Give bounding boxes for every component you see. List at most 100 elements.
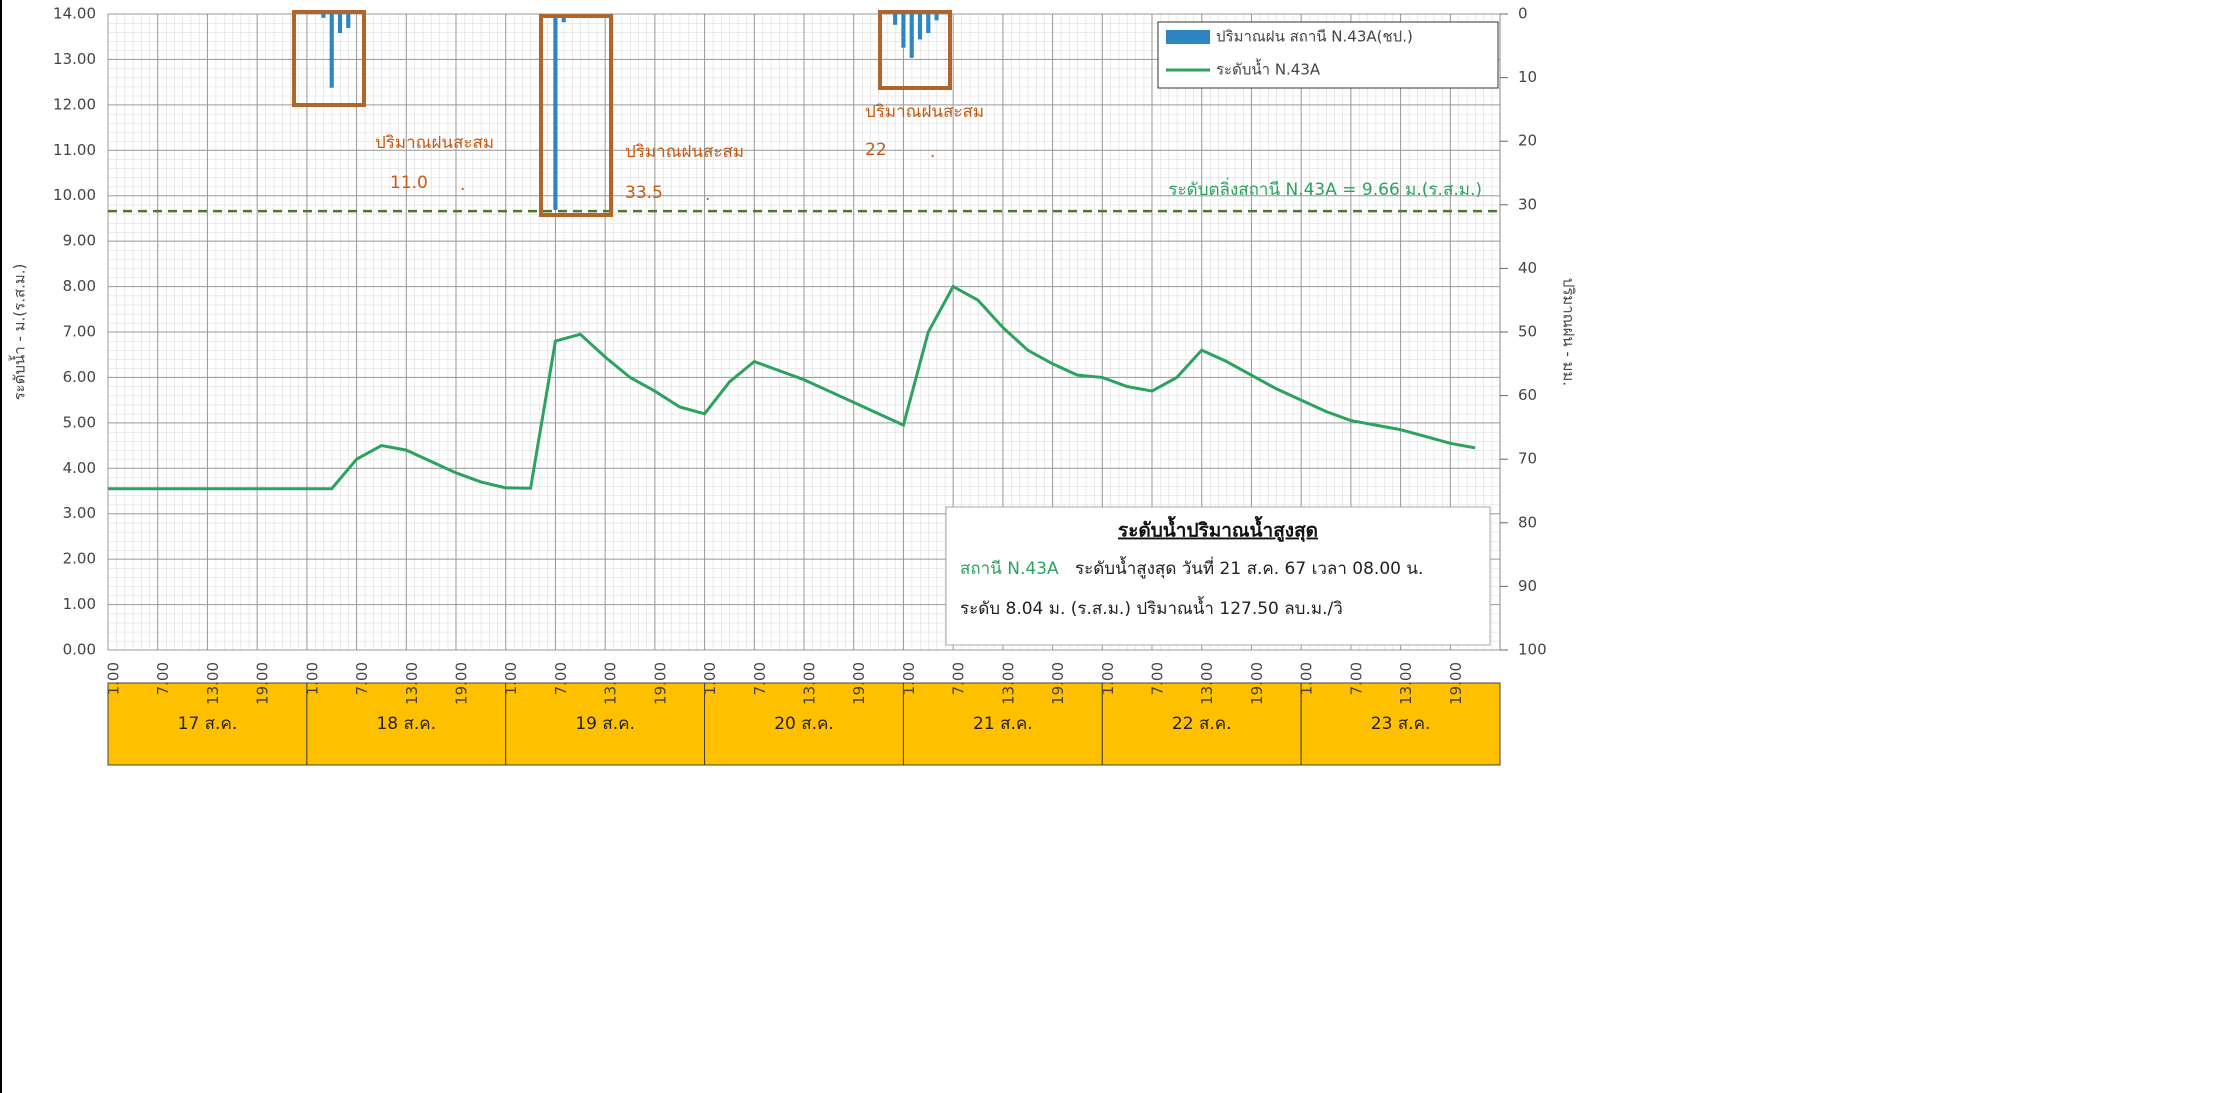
rain-bar <box>346 14 351 28</box>
y2-tick-label: 30 <box>1518 195 1537 213</box>
threshold-label: ระดับตลิ่งสถานี N.43A = 9.66 ม.(ร.ส.ม.) <box>1168 177 1482 200</box>
water-level-line <box>108 284 1476 491</box>
y-tick-label: 1.00 <box>63 595 96 613</box>
rain-bar <box>934 14 939 21</box>
x-tick-label: 13.00 <box>1397 662 1415 705</box>
y-tick-label: 3.00 <box>63 504 96 522</box>
legend-swatch <box>1166 30 1210 44</box>
x-tick-label: 1.00 <box>900 662 918 695</box>
info-title: ระดับน้ำปริมาณน้ำสูงสุด <box>1118 516 1318 543</box>
annotation: . <box>930 142 935 162</box>
info-box: ระดับน้ำปริมาณน้ำสูงสุด สถานี N.43A ระดั… <box>945 506 1491 646</box>
rain-bar <box>909 14 914 58</box>
y2-tick-label: 20 <box>1518 132 1537 150</box>
x-tick-label: 19.00 <box>1447 662 1465 705</box>
date-label: 17 ส.ค. <box>178 714 238 734</box>
info-line: ระดับ 8.04 ม. (ร.ส.ม.) ปริมาณน้ำ 127.50 … <box>960 596 1343 619</box>
x-tick-label: 13.00 <box>1198 662 1216 705</box>
annotation: 22 <box>865 140 887 160</box>
annotation: . <box>705 185 710 205</box>
legend-label: ระดับน้ำ N.43A <box>1216 59 1321 79</box>
y-tick-label: 12.00 <box>53 95 96 113</box>
rain-bar <box>901 14 906 48</box>
y-tick-label: 5.00 <box>63 413 96 431</box>
x-tick-label: 13.00 <box>403 662 421 705</box>
x-tick-label: 13.00 <box>602 662 620 705</box>
date-cell <box>704 682 904 766</box>
date-label: 21 ส.ค. <box>973 714 1033 734</box>
x-tick-label: 13.00 <box>204 662 222 705</box>
y-tick-label: 10.00 <box>53 186 96 204</box>
rain-box <box>878 10 952 90</box>
y2-tick-label: 80 <box>1518 513 1537 531</box>
marks <box>108 14 1500 491</box>
y2-tick-label: 0 <box>1518 5 1528 23</box>
date-cell <box>107 682 308 766</box>
rain-bar <box>553 14 558 210</box>
x-tick-label: 1.00 <box>701 662 719 695</box>
y2-tick-label: 100 <box>1518 641 1547 659</box>
date-label: 20 ส.ค. <box>774 714 834 734</box>
date-label: 19 ส.ค. <box>575 714 635 734</box>
x-tick-label: 13.00 <box>999 662 1017 705</box>
rain-bar <box>893 14 898 25</box>
date-cell <box>1101 682 1302 766</box>
x-tick-label: 1.00 <box>1099 662 1117 695</box>
y-tick-label: 8.00 <box>63 277 96 295</box>
legend-label: ปริมาณฝน สถานี N.43A(ชป.) <box>1216 28 1413 46</box>
rain-bar <box>329 14 334 88</box>
y-tick-label: 14.00 <box>53 5 96 23</box>
y-axis-label: ระดับน้ำ - ม.(ร.ส.ม.) <box>9 264 29 401</box>
y-tick-label: 9.00 <box>63 232 96 250</box>
y2-axis-label: ปริมาณฝน - มม. <box>1560 278 1578 386</box>
annotation: ปริมาณฝนสะสม <box>375 133 494 153</box>
annotation: 11.0 <box>390 173 428 193</box>
x-tick-label: 19.00 <box>453 662 471 705</box>
x-tick-label: 7.00 <box>1149 662 1167 695</box>
rain-bar <box>561 14 566 23</box>
date-label: 18 ส.ค. <box>376 714 436 734</box>
date-cell <box>1300 682 1501 766</box>
date-cell <box>902 682 1103 766</box>
x-tick-label: 7.00 <box>154 662 172 695</box>
x-tick-label: 19.00 <box>850 662 868 705</box>
y-tick-label: 11.00 <box>53 141 96 159</box>
x-tick-label: 7.00 <box>950 662 968 695</box>
legend-box <box>1157 21 1499 89</box>
y-tick-label: 7.00 <box>63 323 96 341</box>
rain-box <box>292 10 366 107</box>
x-tick-label: 7.00 <box>1347 662 1365 695</box>
rain-bar <box>926 14 931 34</box>
y2-tick-label: 90 <box>1518 577 1537 595</box>
x-tick-label: 19.00 <box>1248 662 1266 705</box>
y2-tick-label: 50 <box>1518 323 1537 341</box>
y2-tick-label: 60 <box>1518 386 1537 404</box>
date-band: 17 ส.ค. 18 ส.ค. 19 ส.ค. 20 ส.ค. 21 ส.ค. 22 ส.… <box>107 682 1501 766</box>
x-tick-label: 7.00 <box>751 662 769 695</box>
rain-box <box>539 14 613 217</box>
date-label: 23 ส.ค. <box>1371 714 1431 734</box>
x-tick-label: 7.00 <box>552 662 570 695</box>
x-tick-label: 1.00 <box>502 662 520 695</box>
x-tick-label: 7.00 <box>353 662 371 695</box>
rain-bar <box>917 14 923 40</box>
x-tick-label: 1.00 <box>303 662 321 695</box>
y-tick-label: 2.00 <box>63 550 96 568</box>
y2-tick-label: 70 <box>1518 450 1537 468</box>
x-tick-label: 1.00 <box>105 662 123 695</box>
date-label: 22 ส.ค. <box>1172 714 1232 734</box>
info-line: ระดับน้ำสูงสุด วันที่ 21 ส.ค. 67 เวลา 08… <box>1075 556 1423 579</box>
x-tick-label: 1.00 <box>1298 662 1316 695</box>
legend: ปริมาณฝน สถานี N.43A(ชป.) ระดับน้ำ N.43A <box>1157 21 1499 89</box>
y-tick-label: 13.00 <box>53 50 96 68</box>
y-tick-label: 4.00 <box>63 459 96 477</box>
annotation: ปริมาณฝนสะสม <box>865 102 984 122</box>
info-frame <box>945 506 1491 646</box>
x-tick-label: 19.00 <box>651 662 669 705</box>
annotation: ปริมาณฝนสะสม <box>625 142 744 162</box>
x-tick-label: 19.00 <box>1049 662 1067 705</box>
y2-tick-label: 10 <box>1518 68 1537 86</box>
x-tick-label: 19.00 <box>254 662 272 705</box>
